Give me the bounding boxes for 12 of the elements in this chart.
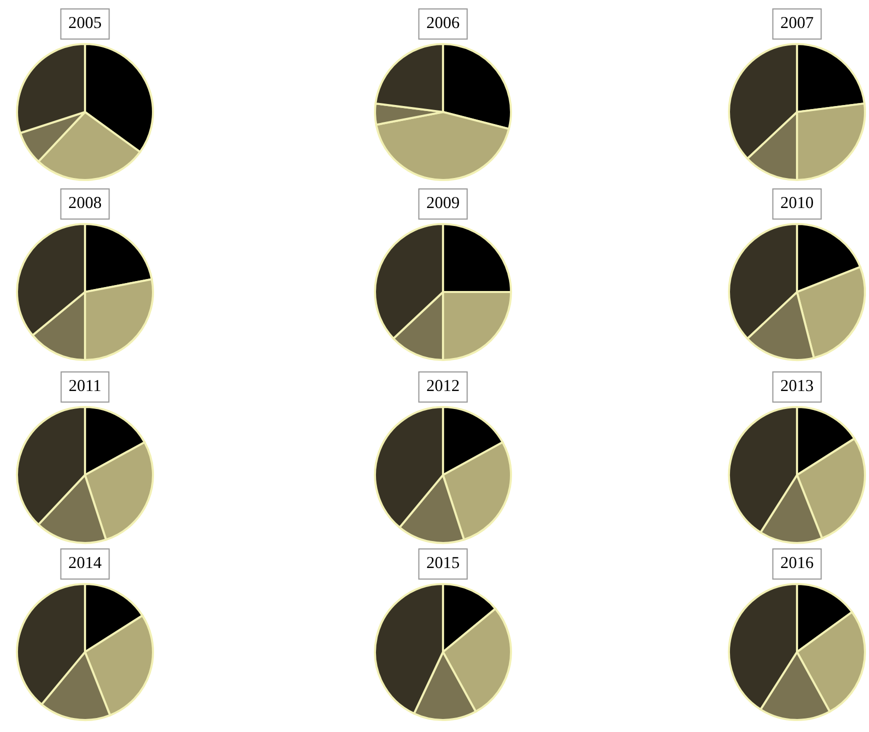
chart-title: 2009 — [427, 196, 459, 208]
chart-title: 2013 — [781, 380, 814, 392]
chart-title: 2016 — [781, 556, 814, 568]
chart-title: 2015 — [427, 556, 460, 568]
chart-title: 2011 — [69, 380, 100, 392]
chart-title: 2007 — [781, 16, 814, 28]
chart-title: 2006 — [427, 16, 460, 28]
chart-title: 2010 — [781, 196, 814, 208]
chart-title: 2008 — [69, 196, 102, 208]
chart-title: 2012 — [427, 380, 459, 392]
chart-title: 2014 — [69, 556, 102, 568]
chart-title: 2005 — [69, 16, 102, 28]
